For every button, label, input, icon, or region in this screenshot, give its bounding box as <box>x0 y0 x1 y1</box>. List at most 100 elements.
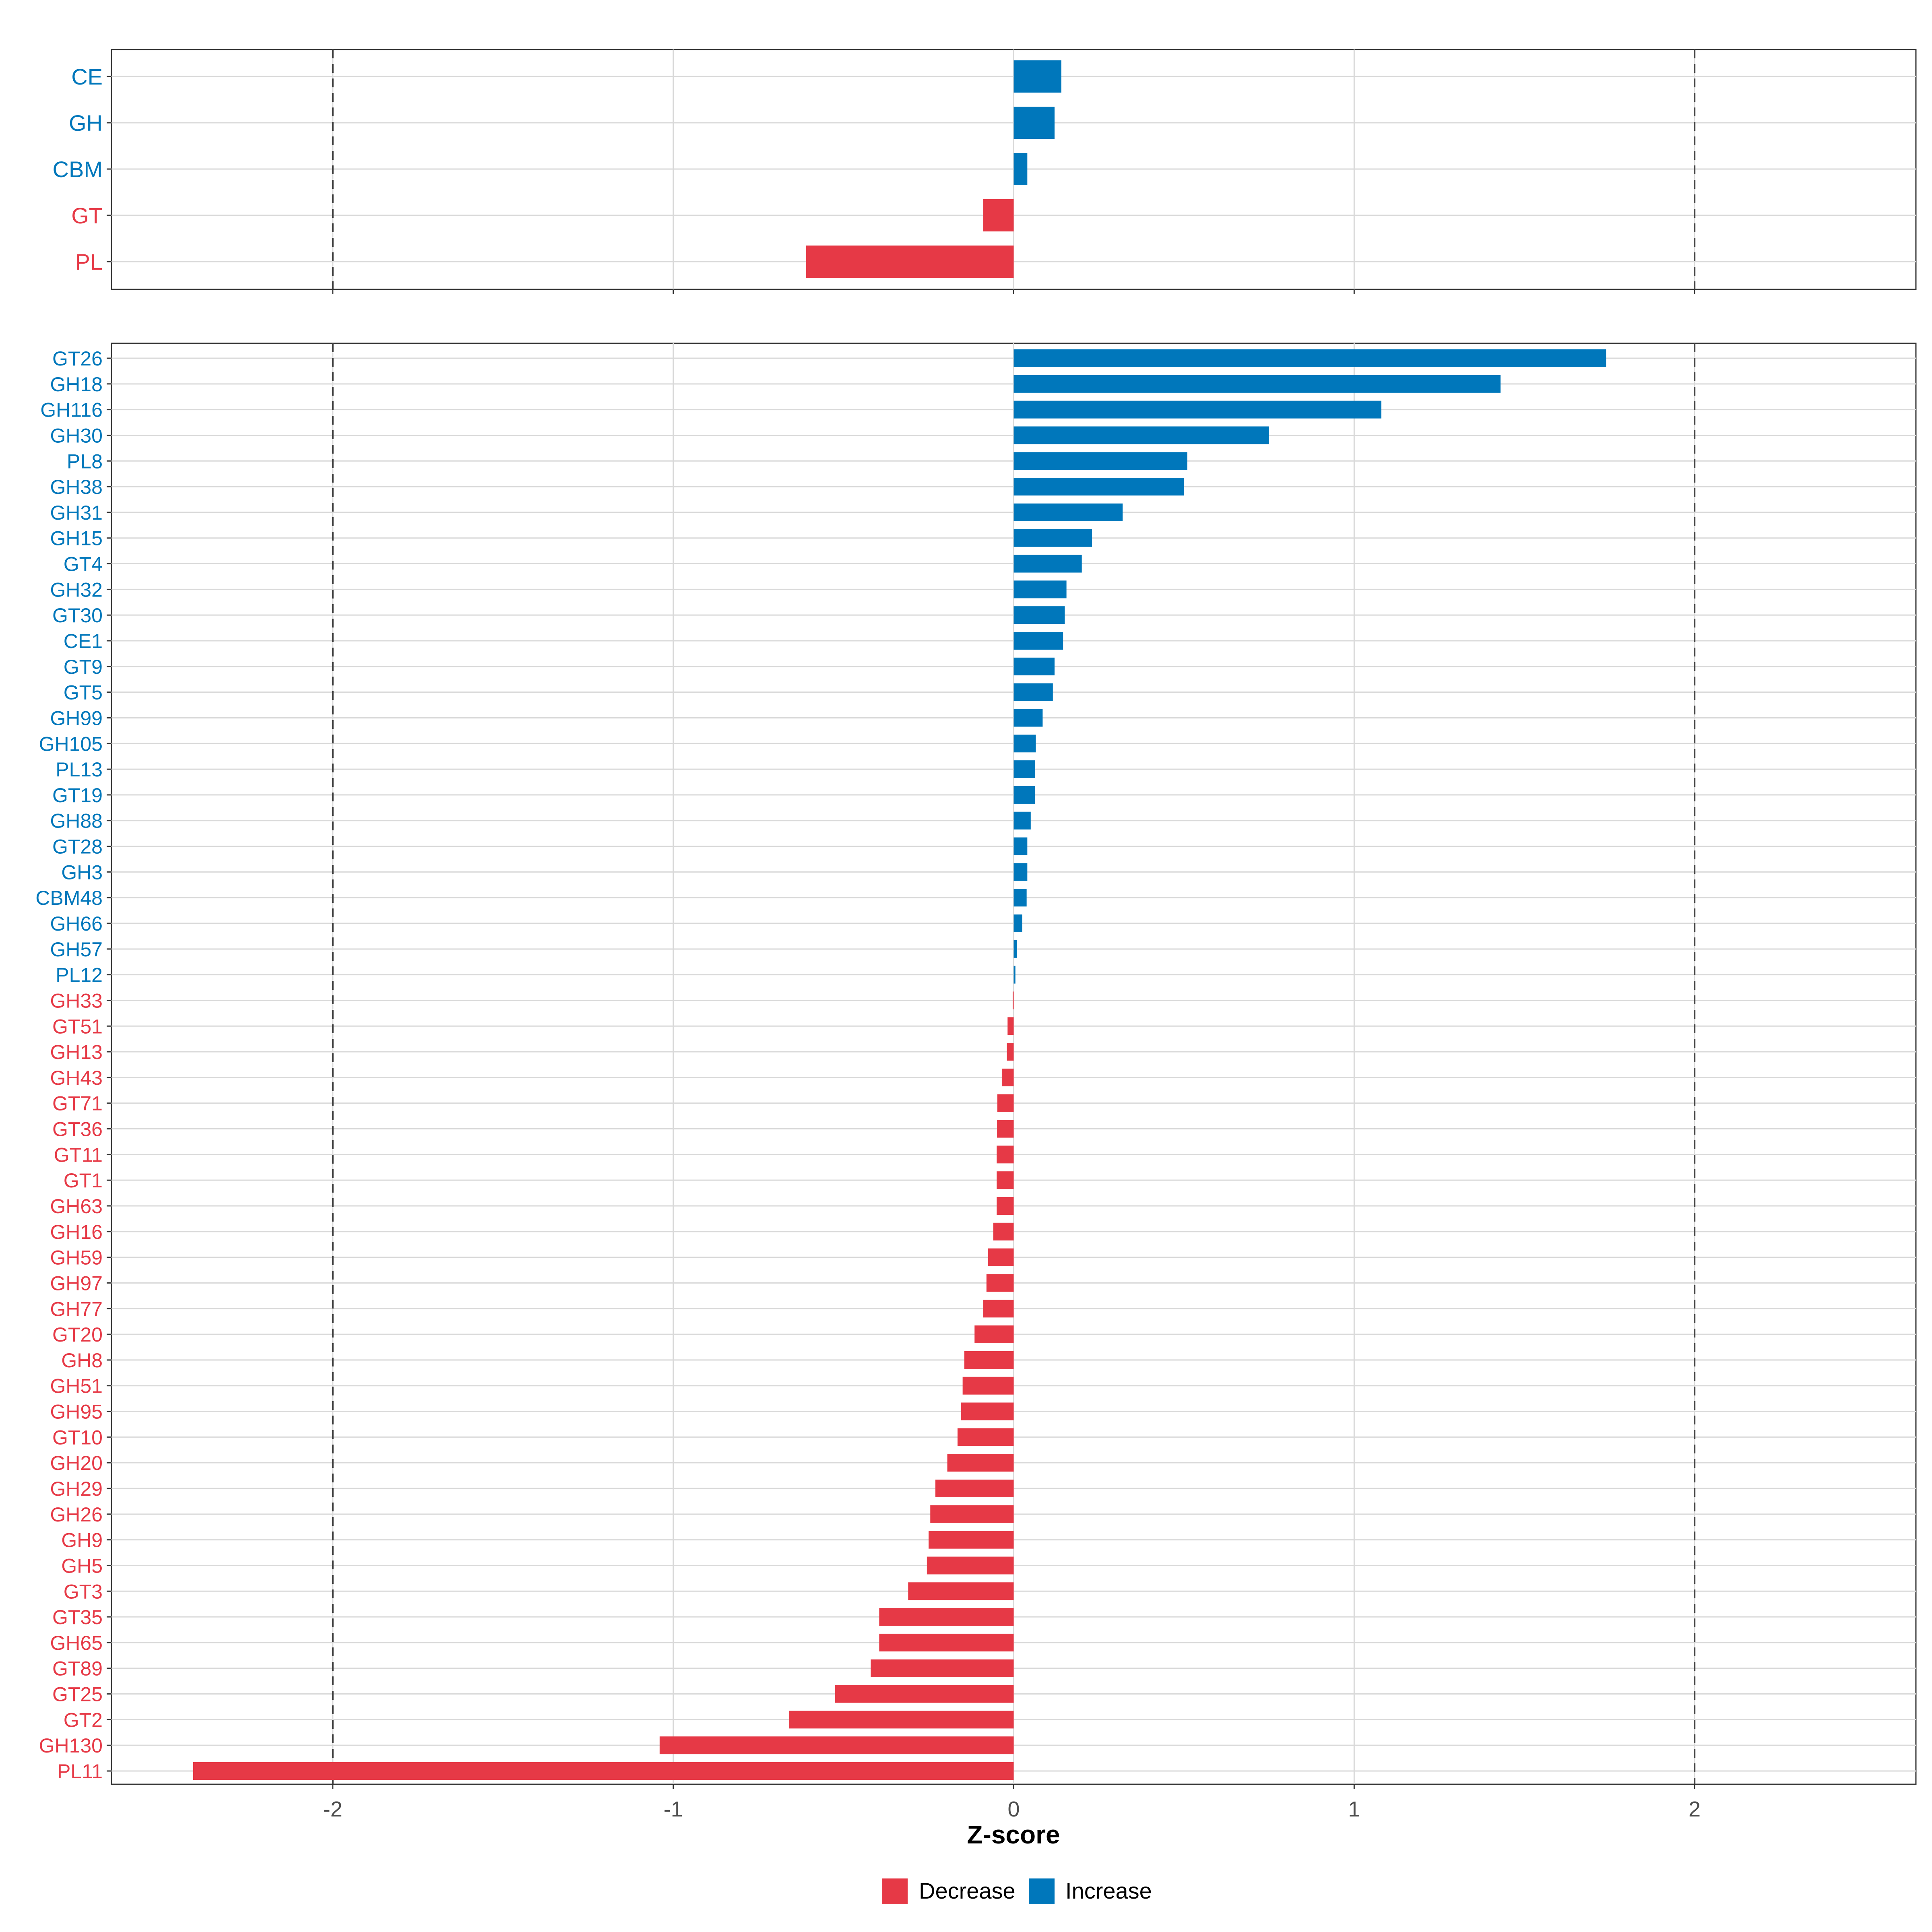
family-bar-pl <box>806 246 1014 278</box>
family-category-label: PL <box>75 249 103 275</box>
subfamily-category-label: PL13 <box>56 758 103 781</box>
subfamily-bar-gt71 <box>997 1094 1014 1112</box>
x-tick-label: -1 <box>664 1797 683 1821</box>
subfamily-category-label: GH43 <box>50 1067 103 1089</box>
subfamily-category-label: PL8 <box>67 450 103 473</box>
subfamily-bar-pl12 <box>1013 966 1016 984</box>
subfamily-category-label: GH65 <box>50 1632 103 1654</box>
subfamily-category-label: GT71 <box>52 1092 103 1115</box>
family-category-label: GH <box>69 110 103 136</box>
subfamily-category-label: GH29 <box>50 1478 103 1500</box>
legend-label-increase: Increase <box>1065 1878 1152 1903</box>
x-tick-label: 2 <box>1688 1797 1701 1821</box>
family-bar-gh <box>1013 107 1055 139</box>
subfamily-category-label: GH9 <box>61 1529 103 1552</box>
subfamily-category-label: GH18 <box>50 373 103 396</box>
subfamily-bar-gh130 <box>659 1736 1014 1754</box>
subfamily-category-label: GH13 <box>50 1041 103 1063</box>
subfamily-bar-gt9 <box>1013 657 1055 675</box>
subfamily-bar-gh13 <box>1007 1043 1014 1061</box>
subfamily-bar-gh95 <box>961 1402 1014 1420</box>
subfamily-bar-pl8 <box>1013 452 1187 470</box>
subfamily-category-label: GT35 <box>52 1606 103 1629</box>
subfamily-bar-gh33 <box>1012 991 1014 1009</box>
subfamily-category-label: GT11 <box>54 1144 103 1166</box>
subfamily-bar-gh43 <box>1001 1068 1014 1086</box>
subfamily-bar-gt36 <box>997 1120 1014 1138</box>
family-panel: CE GH CBM GT PL <box>53 49 1917 294</box>
subfamily-category-label: GH30 <box>50 424 103 447</box>
subfamily-category-label: GH3 <box>61 861 103 883</box>
subfamily-category-label: PL12 <box>56 964 103 987</box>
subfamily-bar-ce1 <box>1013 632 1063 650</box>
subfamily-bar-gh88 <box>1013 811 1031 830</box>
subfamily-category-label: GH57 <box>50 938 103 961</box>
family-bar-gt <box>983 199 1014 231</box>
subfamily-bar-gt28 <box>1013 837 1028 855</box>
subfamily-bar-gt35 <box>879 1608 1014 1626</box>
family-bar-cbm <box>1013 153 1028 185</box>
family-category-label: CBM <box>53 157 103 182</box>
subfamily-category-label: GH105 <box>39 733 103 755</box>
subfamily-bar-gt20 <box>974 1325 1014 1344</box>
subfamily-bar-gh18 <box>1013 375 1501 393</box>
subfamily-bar-gt25 <box>835 1685 1014 1703</box>
subfamily-bar-gt89 <box>871 1659 1014 1677</box>
subfamily-bar-gt30 <box>1013 606 1065 624</box>
subfamily-bar-gt51 <box>1007 1017 1014 1035</box>
subfamily-category-label: GH66 <box>50 912 103 935</box>
subfamily-category-label: GH38 <box>50 476 103 498</box>
subfamily-bar-pl11 <box>193 1762 1014 1780</box>
subfamily-category-label: GH32 <box>50 578 103 601</box>
subfamily-category-label: GH15 <box>50 527 103 550</box>
subfamily-category-label: GT9 <box>64 656 103 678</box>
subfamily-bar-gh57 <box>1013 940 1017 958</box>
subfamily-category-label: GT19 <box>52 784 103 807</box>
subfamily-category-label: GH20 <box>50 1452 103 1474</box>
subfamily-bar-gh65 <box>879 1633 1014 1651</box>
legend: Decrease Increase <box>882 1878 1152 1904</box>
subfamily-bar-gh38 <box>1013 478 1184 496</box>
subfamily-category-label: GT2 <box>64 1709 103 1731</box>
subfamily-category-label: GH5 <box>61 1554 103 1577</box>
subfamily-category-label: CBM48 <box>35 887 103 909</box>
subfamily-bar-gh99 <box>1013 709 1043 727</box>
subfamily-category-label: GT36 <box>52 1118 103 1141</box>
subfamily-bar-gh97 <box>986 1274 1014 1292</box>
subfamily-category-label: GH63 <box>50 1195 103 1218</box>
subfamily-category-label: GH8 <box>61 1349 103 1372</box>
subfamily-category-label: CE1 <box>64 630 103 652</box>
subfamily-category-label: GT3 <box>64 1580 103 1603</box>
subfamily-category-label: GT26 <box>52 347 103 370</box>
subfamily-bar-gt10 <box>957 1428 1014 1446</box>
subfamily-bar-gh3 <box>1013 863 1028 881</box>
subfamily-bar-cbm48 <box>1013 889 1027 907</box>
subfamily-bar-gh8 <box>964 1351 1014 1369</box>
legend-label-decrease: Decrease <box>919 1878 1016 1903</box>
subfamily-bar-gh105 <box>1013 735 1036 753</box>
subfamily-category-label: GH33 <box>50 989 103 1012</box>
subfamily-category-label: GH88 <box>50 810 103 832</box>
subfamily-bar-pl13 <box>1013 760 1035 778</box>
subfamily-bar-gh77 <box>983 1300 1014 1318</box>
x-axis-title: Z-score <box>967 1820 1060 1849</box>
subfamily-category-label: GH16 <box>50 1221 103 1243</box>
subfamily-bar-gh26 <box>930 1505 1014 1523</box>
subfamily-bar-gh29 <box>935 1480 1014 1497</box>
x-tick-label: 0 <box>1007 1797 1020 1821</box>
subfamily-category-label: GH99 <box>50 707 103 729</box>
subfamily-bar-gt3 <box>908 1582 1014 1600</box>
subfamily-category-label: GT1 <box>64 1169 103 1192</box>
subfamily-category-label: GH97 <box>50 1272 103 1294</box>
subfamily-category-label: GT89 <box>52 1657 103 1680</box>
subfamily-category-label: GH26 <box>50 1503 103 1526</box>
subfamily-bar-gh51 <box>962 1377 1014 1395</box>
subfamily-category-label: GH116 <box>40 399 103 421</box>
legend-swatch-increase <box>1029 1878 1055 1904</box>
subfamily-category-label: GH31 <box>50 502 103 524</box>
subfamily-category-label: GH59 <box>50 1247 103 1269</box>
subfamily-category-label: GT4 <box>64 553 103 576</box>
family-category-label: GT <box>71 203 103 228</box>
subfamily-bar-gh9 <box>929 1531 1014 1549</box>
x-tick-label: -2 <box>323 1797 343 1821</box>
